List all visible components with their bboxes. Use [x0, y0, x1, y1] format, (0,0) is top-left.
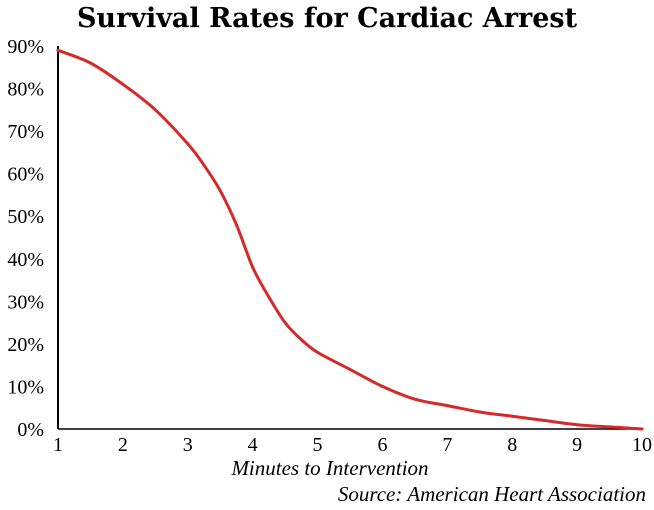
y-tick-label: 40% — [7, 249, 44, 271]
series-points — [56, 48, 644, 431]
y-tick-label: 30% — [7, 291, 44, 313]
data-point — [251, 265, 255, 269]
x-tick-label: 10 — [632, 434, 652, 456]
data-point — [121, 82, 125, 86]
data-point — [413, 397, 417, 401]
data-point — [56, 48, 60, 52]
data-point — [543, 418, 547, 422]
data-point — [283, 321, 287, 325]
data-point — [218, 189, 222, 193]
data-point — [88, 61, 92, 65]
data-point — [478, 410, 482, 414]
y-tick-label: 20% — [7, 334, 44, 356]
y-tick-label: 50% — [7, 206, 44, 228]
y-axis-ticks: 0% 10% 20% 30% 40% 50% 60% 70% 80% 90% — [7, 36, 44, 441]
data-point — [348, 367, 352, 371]
x-axis-ticks: 1 2 3 4 5 6 7 8 9 10 — [53, 434, 652, 456]
data-point — [380, 384, 384, 388]
y-tick-label: 10% — [7, 376, 44, 398]
x-tick-label: 2 — [118, 434, 128, 456]
x-tick-label: 8 — [507, 434, 517, 456]
y-tick-label: 70% — [7, 121, 44, 143]
x-tick-label: 7 — [442, 434, 452, 456]
x-tick-label: 6 — [377, 434, 387, 456]
data-point — [153, 108, 157, 112]
x-tick-label: 9 — [572, 434, 582, 456]
series-line-survival — [56, 48, 644, 431]
x-tick-label: 4 — [248, 434, 258, 456]
data-point — [186, 142, 190, 146]
data-point — [202, 163, 206, 167]
x-tick-label: 5 — [313, 434, 323, 456]
data-point — [510, 414, 514, 418]
data-point — [640, 427, 644, 431]
y-tick-label: 90% — [7, 36, 44, 58]
y-tick-label: 0% — [17, 419, 44, 441]
data-point — [608, 425, 612, 429]
y-tick-label: 60% — [7, 164, 44, 186]
data-point — [575, 423, 579, 427]
data-point — [299, 338, 303, 342]
x-axis-label: Minutes to Intervention — [231, 456, 429, 480]
x-tick-label: 3 — [183, 434, 193, 456]
y-tick-label: 80% — [7, 79, 44, 101]
source-note: Source: American Heart Association — [337, 482, 646, 506]
x-tick-label: 1 — [53, 434, 63, 456]
data-point — [234, 223, 238, 227]
data-point — [267, 295, 271, 299]
data-point — [445, 404, 449, 408]
chart-title: Survival Rates for Cardiac Arrest — [76, 3, 578, 34]
data-point — [316, 350, 320, 354]
